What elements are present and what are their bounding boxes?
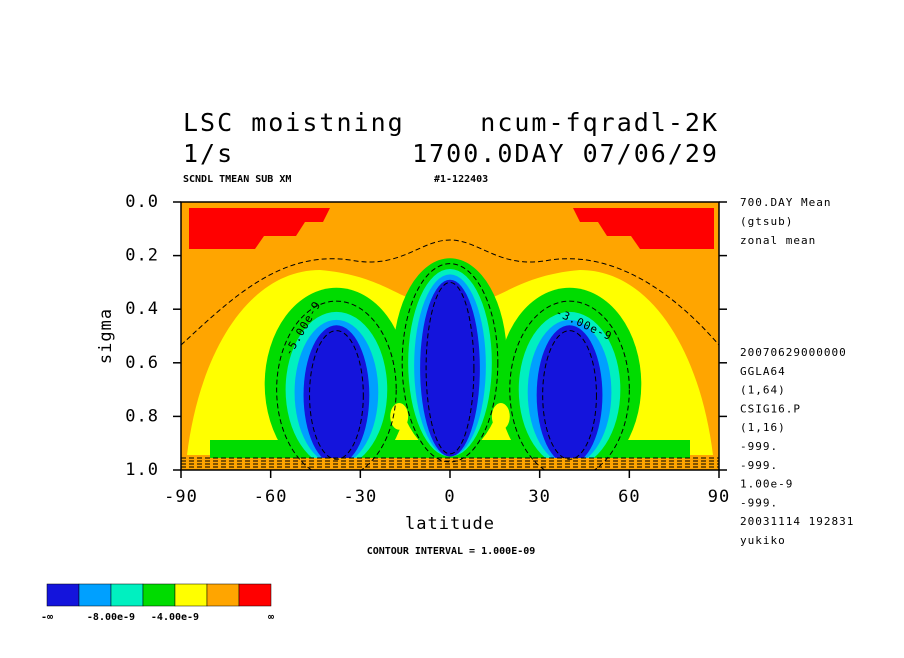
y-tick-label: 0.2: [125, 246, 159, 266]
x-tick-label: -60: [254, 487, 288, 507]
note: -999.: [740, 496, 778, 509]
note: yukiko: [740, 534, 786, 547]
note: -999.: [740, 459, 778, 472]
note: CSIG16.P: [740, 402, 801, 415]
contour-fill: [536, 325, 603, 465]
contour-area: [181, 202, 719, 470]
contour-fill: [420, 279, 480, 457]
contour-fill: [303, 325, 370, 465]
contour-fill: [491, 403, 510, 430]
title: LSC moistning: [183, 108, 405, 137]
y-tick-label: 0.6: [125, 353, 159, 373]
colorbar-label: ∞: [268, 612, 274, 623]
contour-line: [401, 263, 499, 463]
colorbar-swatch: [46, 583, 80, 607]
contour-line: [276, 300, 397, 470]
colorbar-swatch: [142, 583, 176, 607]
note: (1,64): [740, 384, 786, 397]
colorbar-label: -8.00e-9: [87, 612, 135, 623]
contour-fill: [573, 208, 714, 249]
contour-fill: [189, 208, 330, 249]
x-tick-label: 30: [528, 487, 550, 507]
y-tick-label: 0.0: [125, 192, 159, 212]
x-tick-label: -30: [343, 487, 377, 507]
title: ncum-fqradl-2K: [480, 108, 719, 137]
note: (1,16): [740, 421, 786, 434]
colorbar-label: -∞: [41, 612, 53, 623]
colorbar-swatch: [238, 583, 272, 607]
y-tick-label: 0.4: [125, 299, 159, 319]
note: GGLA64: [740, 365, 786, 378]
note: 20031114 192831: [740, 515, 854, 528]
colorbar-label: -4.00e-9: [151, 612, 199, 623]
colorbar-swatch: [78, 583, 112, 607]
title: 1/s: [183, 139, 234, 168]
note: 700.DAY Mean: [740, 196, 831, 209]
x-tick-label: 90: [708, 487, 730, 507]
x-tick-label: -90: [164, 487, 198, 507]
y-tick-label: 0.8: [125, 406, 159, 426]
contour-line: [425, 281, 475, 455]
colorbar-swatch: [174, 583, 208, 607]
y-tick-label: 1.0: [125, 460, 159, 480]
note: (gtsub): [740, 215, 793, 228]
contour-line: [509, 300, 630, 470]
contour-line: [181, 239, 719, 346]
x-axis-label: latitude: [405, 514, 495, 534]
subtitle: #1-122403: [434, 174, 488, 185]
note: -999.: [740, 440, 778, 453]
title: 1700.0DAY 07/06/29: [412, 139, 719, 168]
contour-line: [542, 330, 597, 460]
note: zonal mean: [740, 234, 816, 247]
x-tick-label: 0: [444, 487, 455, 507]
note: 1.00e-9: [740, 478, 793, 491]
contour-line: [309, 330, 364, 460]
colorbar-swatch: [206, 583, 240, 607]
colorbar-swatch: [110, 583, 144, 607]
y-axis-label: sigma: [96, 308, 116, 364]
contour-interval: CONTOUR INTERVAL = 1.000E-09: [367, 546, 536, 557]
subtitle: SCNDL TMEAN SUB XM: [183, 174, 291, 185]
x-tick-label: 60: [618, 487, 640, 507]
note: 20070629000000: [740, 346, 847, 359]
